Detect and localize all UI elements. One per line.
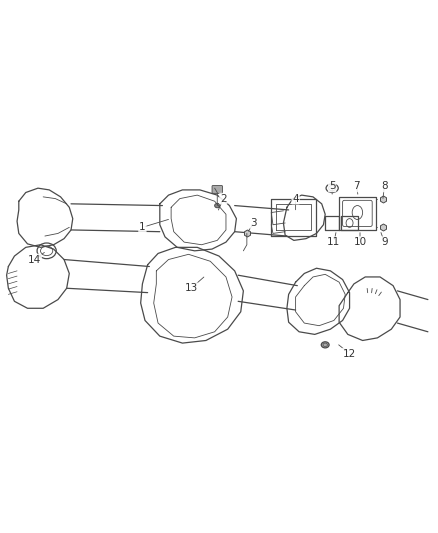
Text: 9: 9 <box>381 237 388 247</box>
Ellipse shape <box>215 204 220 208</box>
Text: 2: 2 <box>220 193 226 204</box>
Text: 1: 1 <box>139 222 146 232</box>
Text: 8: 8 <box>381 181 388 191</box>
Text: 5: 5 <box>329 181 336 191</box>
Text: 14: 14 <box>28 255 41 264</box>
Text: 12: 12 <box>343 349 356 359</box>
Text: 10: 10 <box>353 237 367 247</box>
Text: 3: 3 <box>251 218 257 228</box>
Text: 13: 13 <box>184 283 198 293</box>
Text: 7: 7 <box>353 181 360 191</box>
FancyBboxPatch shape <box>212 185 223 193</box>
Text: 4: 4 <box>292 193 299 204</box>
Ellipse shape <box>321 342 329 348</box>
Text: 11: 11 <box>327 237 340 247</box>
